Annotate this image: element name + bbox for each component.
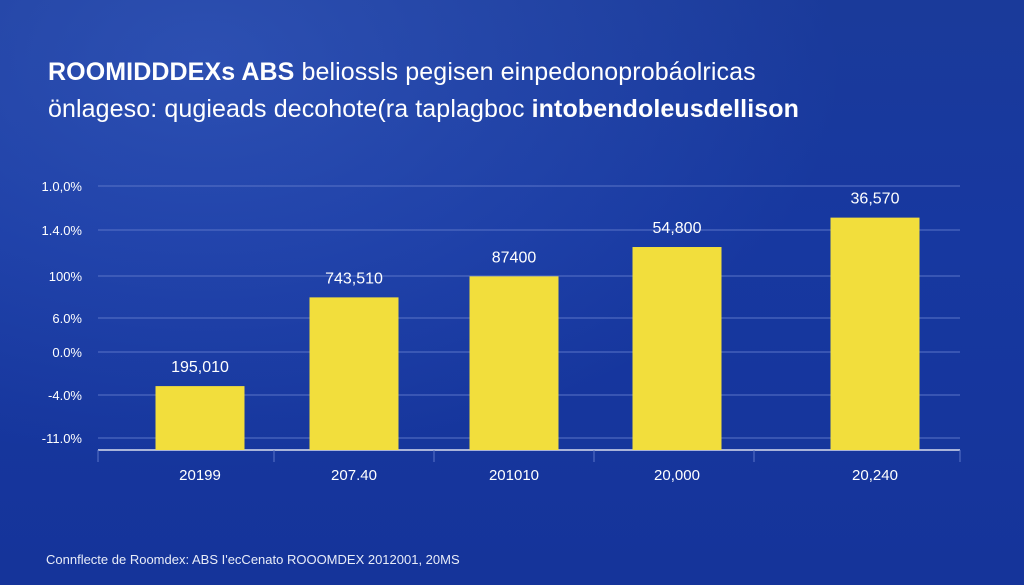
bar — [309, 297, 399, 450]
bar-data-label: 87400 — [492, 249, 537, 266]
chart-title-line-2: önlageso: qugieads decohote(ra taplagboc… — [48, 95, 799, 124]
bar-data-label: 743,510 — [325, 270, 383, 287]
bar-data-label: 36,570 — [851, 191, 900, 208]
bar-data-label: 54,800 — [653, 220, 702, 237]
x-tick-label: 20,240 — [852, 467, 898, 484]
bar — [155, 386, 245, 450]
y-tick-label: 0.0% — [52, 345, 82, 360]
y-tick-label: 100% — [49, 269, 83, 284]
title-line2-bold: intobendoleusdellison — [531, 95, 800, 123]
title-line1-bold: ROOMIDDDEXs ABS — [48, 58, 295, 86]
bar — [469, 276, 559, 450]
y-tick-label: 6.0% — [52, 311, 82, 326]
x-tick-label: 20,000 — [654, 467, 700, 484]
bar — [830, 217, 920, 450]
bar — [632, 247, 722, 450]
y-tick-label: -11.0% — [42, 431, 83, 446]
title-line1-rest: beliossls pegisen einpedonoprobáolricas — [294, 58, 756, 86]
chart-title-line-1: ROOMIDDDEXs ABS beliossls pegisen einped… — [48, 58, 756, 87]
bar-data-label: 195,010 — [171, 359, 229, 376]
x-tick-label: 20199 — [179, 467, 221, 484]
x-tick-label: 207.40 — [331, 467, 377, 484]
y-tick-label: 1.4.0% — [42, 223, 83, 238]
y-tick-label: 1.0,0% — [42, 179, 83, 194]
y-tick-label: -4.0% — [48, 388, 82, 403]
title-line2-rest: önlageso: qugieads decohote(ra taplagboc — [48, 95, 532, 123]
x-tick-label: 201010 — [489, 467, 539, 484]
chart-footer-source: Connflecte de Roomdex: ABS I'ecCenato RO… — [46, 552, 460, 567]
